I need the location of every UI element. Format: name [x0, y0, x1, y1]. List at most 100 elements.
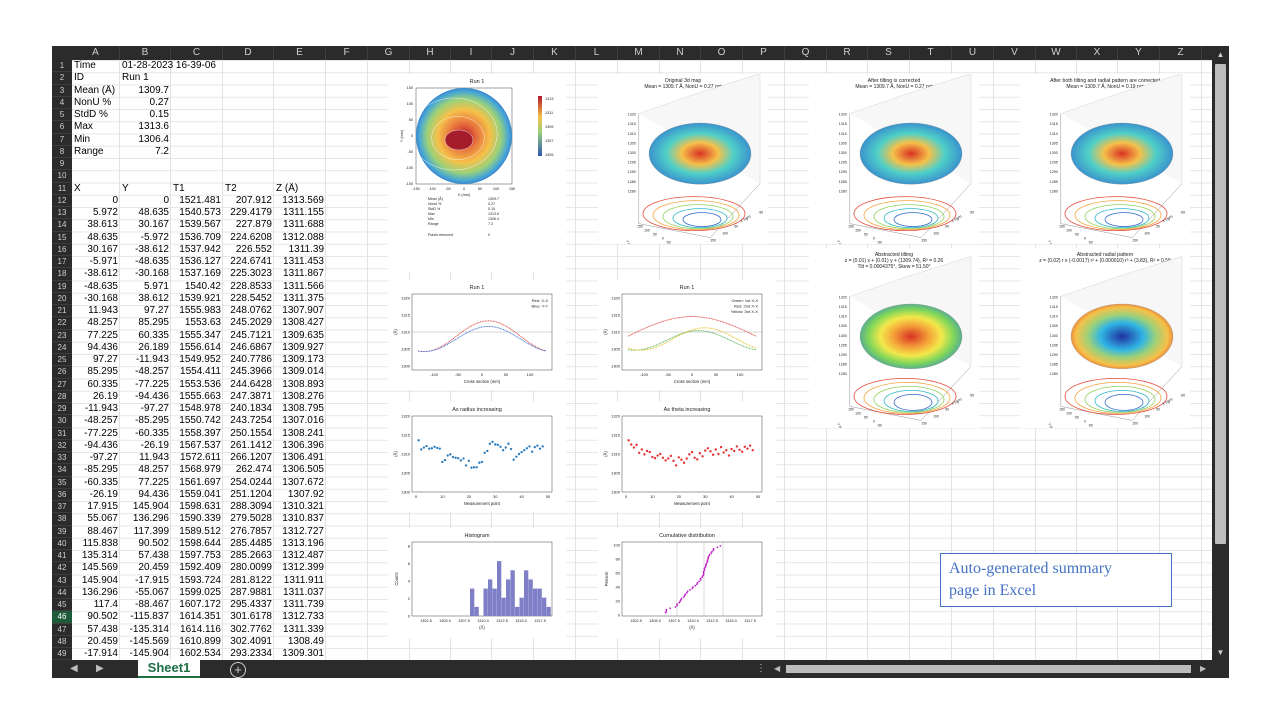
table-cell[interactable]: -11.943: [84, 403, 118, 414]
table-cell[interactable]: 1312.733: [282, 611, 324, 623]
table-cell[interactable]: 225.3023: [230, 268, 272, 280]
table-cell[interactable]: 20.459: [87, 635, 118, 647]
summary-label[interactable]: StdD %: [74, 109, 108, 120]
table-cell[interactable]: 11.943: [139, 452, 169, 463]
table-cell[interactable]: 240.7786: [230, 354, 272, 365]
table-cell[interactable]: 285.2663: [230, 550, 272, 561]
column-header-a[interactable]: A: [72, 46, 120, 60]
table-cell[interactable]: 207.912: [235, 194, 272, 206]
map3d-original[interactable]: Original 3d map Mean = 1309.7 Å, NonU = 0…: [598, 73, 789, 253]
table-cell[interactable]: 1311.339: [283, 623, 324, 635]
table-cell[interactable]: -11.943: [135, 354, 169, 365]
column-header-m[interactable]: M: [618, 46, 660, 60]
table-cell[interactable]: 1537.942: [179, 243, 221, 255]
theta-scatter-plot[interactable]: As theta increasing 1320 1315 1310 1305 1300 0…: [598, 402, 776, 512]
scroll-down-icon[interactable]: ▼: [1216, 648, 1225, 657]
table-cell[interactable]: 280.0099: [230, 562, 272, 574]
summary-value[interactable]: 1313.6: [138, 121, 169, 133]
table-cell[interactable]: 1311.375: [283, 292, 324, 304]
table-cell[interactable]: 1307.907: [282, 305, 324, 316]
table-cell[interactable]: 1540.42: [184, 280, 221, 292]
table-cell[interactable]: 1309.927: [282, 341, 324, 353]
table-cell[interactable]: 94.436: [87, 341, 118, 353]
table-cell[interactable]: -115.837: [130, 611, 169, 623]
column-header-p[interactable]: P: [743, 46, 785, 60]
table-cell[interactable]: 55.067: [87, 513, 118, 525]
row-header-10[interactable]: 10: [52, 170, 72, 183]
table-cell[interactable]: 1307.672: [282, 476, 324, 488]
table-cell[interactable]: 243.7254: [230, 415, 272, 427]
table-cell[interactable]: 48.635: [87, 231, 118, 243]
table-cell[interactable]: 1553.63: [184, 317, 221, 329]
table-cell[interactable]: 1311.037: [283, 586, 324, 598]
table-cell[interactable]: 1555.347: [179, 329, 221, 341]
table-cell[interactable]: 26.19: [92, 390, 118, 402]
row-header-47[interactable]: 47: [52, 624, 72, 636]
table-cell[interactable]: 1599.025: [179, 586, 221, 598]
row-header-15[interactable]: 15: [52, 232, 72, 244]
table-cell[interactable]: 117.4: [93, 599, 118, 610]
table-cell[interactable]: -30.168: [135, 268, 169, 280]
column-header-d[interactable]: D: [223, 46, 274, 60]
histogram-plot[interactable]: Histogram 8 6 4 2 0 1302.5 1305.0 1307.5 1310.0 13…: [388, 528, 566, 638]
map3d-abstracted-tilting[interactable]: Abstracted tilting z = (0.01) x + (0.01) …: [809, 248, 1000, 435]
table-cell[interactable]: 1539.567: [179, 219, 221, 231]
table-cell[interactable]: 228.5452: [230, 292, 272, 304]
summary-value[interactable]: Run 1: [122, 72, 149, 84]
table-cell[interactable]: 281.8122: [230, 574, 272, 586]
table-cell[interactable]: 1556.614: [179, 341, 221, 353]
table-cell[interactable]: 11.943: [88, 305, 118, 316]
table-cell[interactable]: 1307.016: [282, 415, 324, 427]
table-cell[interactable]: 5.971: [143, 280, 169, 292]
column-header-h[interactable]: H: [410, 46, 451, 60]
table-cell[interactable]: 227.879: [235, 219, 272, 231]
table-cell[interactable]: 88.467: [87, 525, 118, 537]
table-cell[interactable]: 246.6867: [230, 341, 272, 353]
table-cell[interactable]: 224.6741: [230, 256, 272, 267]
row-header-13[interactable]: 13: [52, 207, 72, 220]
table-cell[interactable]: -135.314: [129, 623, 169, 635]
table-cell[interactable]: 1312.727: [282, 525, 324, 537]
column-header-g[interactable]: G: [368, 46, 410, 60]
table-cell[interactable]: 1311.39: [288, 243, 324, 255]
table-cell[interactable]: 1311.911: [283, 574, 324, 586]
table-cell[interactable]: 0: [163, 194, 169, 206]
column-header-u[interactable]: U: [952, 46, 994, 60]
map3d-abstracted-radial[interactable]: Abstracted radial pattern z = (0.02) r x …: [1020, 248, 1211, 435]
table-cell[interactable]: 248.0762: [230, 305, 272, 316]
row-header-8[interactable]: 8: [52, 146, 72, 158]
table-cell[interactable]: -5.971: [89, 256, 118, 267]
row-header-16[interactable]: 16: [52, 244, 72, 256]
column-header-r[interactable]: R: [827, 46, 868, 60]
radius-scatter-plot[interactable]: As radius increasing 1320 1315 1310 1305 1300…: [388, 402, 566, 512]
row-header-44[interactable]: 44: [52, 587, 72, 599]
summary-value[interactable]: 1309.7: [138, 84, 169, 96]
row-header-39[interactable]: 39: [52, 526, 72, 538]
table-cell[interactable]: 229.4179: [230, 207, 272, 218]
table-cell[interactable]: 145.904: [132, 501, 169, 512]
table-cell[interactable]: -94.436: [84, 439, 118, 451]
row-header-36[interactable]: 36: [52, 489, 72, 501]
row-header-34[interactable]: 34: [52, 464, 72, 477]
column-header-j[interactable]: J: [492, 46, 534, 60]
column-header-y[interactable]: Y: [1118, 46, 1160, 60]
table-cell[interactable]: -85.295: [84, 464, 118, 476]
table-cell[interactable]: 250.1554: [230, 427, 272, 439]
table-cell[interactable]: 30.167: [87, 243, 118, 255]
row-header-37[interactable]: 37: [52, 501, 72, 514]
next-sheet-icon[interactable]: ▶: [96, 663, 104, 674]
summary-label[interactable]: ID: [74, 72, 84, 84]
table-cell[interactable]: 288.3094: [230, 501, 272, 512]
vertical-scrollbar[interactable]: ▲ ▼: [1212, 46, 1229, 660]
table-cell[interactable]: 1310.321: [282, 501, 324, 512]
row-header-4[interactable]: 4: [52, 97, 72, 109]
table-cell[interactable]: 247.3871: [230, 390, 272, 402]
table-cell[interactable]: -17.915: [135, 574, 169, 586]
table-cell[interactable]: 295.4337: [230, 599, 272, 610]
table-cell[interactable]: 1311.453: [283, 256, 324, 267]
table-cell[interactable]: 1311.867: [283, 268, 324, 280]
table-cell[interactable]: -77.225: [135, 378, 169, 390]
row-header-6[interactable]: 6: [52, 121, 72, 134]
row-header-30[interactable]: 30: [52, 415, 72, 428]
table-cell[interactable]: 115.838: [82, 537, 118, 549]
